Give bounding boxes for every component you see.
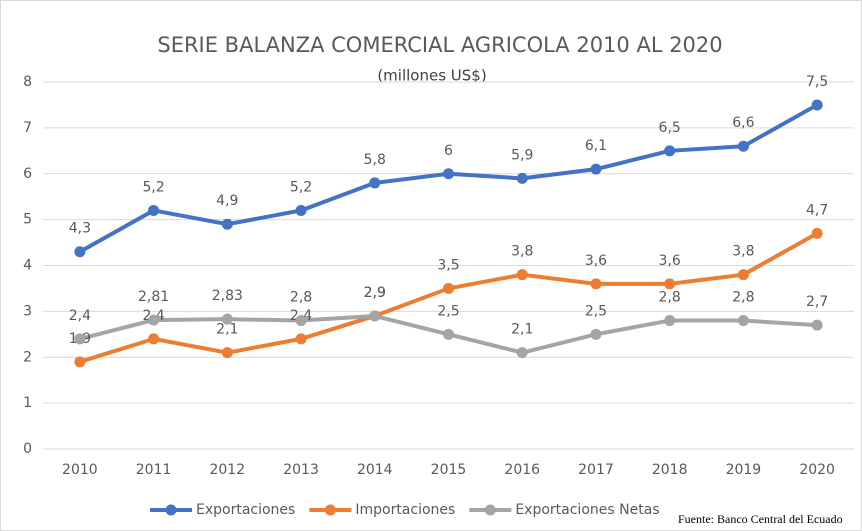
y-tick-label: 7	[23, 120, 32, 136]
data-label: 6,6	[732, 115, 754, 131]
data-label: 6,5	[659, 120, 681, 136]
data-label: 5,8	[364, 152, 386, 168]
data-point	[664, 315, 676, 327]
data-label: 2,8	[659, 290, 681, 306]
data-label: 4,3	[69, 221, 91, 237]
data-label: 5,2	[290, 179, 312, 195]
y-tick-label: 6	[23, 166, 32, 182]
legend-marker	[324, 504, 336, 516]
data-point	[148, 204, 160, 216]
data-point	[590, 278, 602, 290]
data-label: 3,6	[659, 253, 681, 269]
y-tick-label: 2	[23, 349, 32, 365]
data-point	[369, 177, 381, 189]
data-label: 7,5	[806, 74, 828, 90]
x-tick-label: 2016	[504, 462, 540, 478]
y-tick-label: 1	[23, 395, 32, 411]
chart-title: SERIE BALANZA COMERCIAL AGRICOLA 2010 AL…	[157, 33, 722, 57]
data-label: 5,9	[511, 147, 533, 163]
data-point	[221, 313, 233, 325]
source: Fuente: Banco Central del Ecuado	[678, 512, 843, 526]
data-point	[737, 315, 749, 327]
data-point	[295, 315, 307, 327]
data-label: 2,8	[732, 290, 754, 306]
data-point	[443, 282, 454, 294]
data-point	[221, 347, 233, 359]
data-label: 2,9	[364, 285, 386, 301]
y-tick-label: 5	[23, 212, 32, 228]
data-point	[590, 328, 602, 340]
data-label: 2,7	[806, 294, 828, 310]
data-point	[516, 347, 528, 359]
x-tick-label: 2020	[799, 462, 835, 478]
data-label: 6,1	[585, 138, 607, 154]
x-tick-label: 2017	[578, 462, 614, 478]
x-tick-label: 2015	[431, 462, 467, 478]
data-label: 3,6	[585, 253, 607, 269]
data-point	[295, 333, 307, 345]
legend-label: Exportaciones	[196, 502, 295, 518]
x-tick-label: 2013	[283, 462, 319, 478]
data-point	[516, 269, 528, 281]
x-tick-label: 2010	[62, 462, 98, 478]
data-point	[737, 140, 749, 152]
data-point	[369, 310, 381, 322]
legend-label: Exportaciones Netas	[515, 502, 659, 518]
y-tick-label: 4	[23, 258, 32, 274]
data-label: 3,5	[437, 257, 459, 273]
data-label: 5,2	[142, 179, 164, 195]
data-label: 2,81	[138, 289, 169, 305]
data-label: 4,9	[216, 193, 238, 209]
data-label: 2,83	[212, 288, 243, 304]
data-label: 2,4	[69, 308, 91, 324]
data-label: 4,7	[806, 202, 828, 218]
data-label: 2,8	[290, 290, 312, 306]
data-label: 2,1	[511, 322, 533, 338]
data-point	[74, 356, 86, 368]
y-tick-label: 0	[23, 441, 32, 457]
data-point	[664, 278, 676, 290]
data-point	[737, 269, 749, 281]
data-label: 2,9	[364, 285, 386, 301]
x-tick-label: 2012	[209, 462, 245, 478]
x-tick-label: 2019	[726, 462, 762, 478]
data-label: 2,5	[437, 303, 459, 319]
data-point	[516, 172, 528, 184]
data-point	[148, 314, 160, 326]
data-point	[221, 218, 233, 230]
legend-label: Importaciones	[355, 502, 455, 518]
x-tick-label: 2014	[357, 462, 393, 478]
data-point	[811, 99, 823, 111]
data-label: 2,5	[585, 303, 607, 319]
x-tick-label: 2011	[136, 462, 172, 478]
y-tick-label: 8	[23, 74, 32, 90]
data-label: 3,8	[732, 244, 754, 260]
data-point	[811, 319, 823, 331]
legend-marker	[165, 504, 177, 516]
data-label: 2,1	[216, 322, 238, 338]
data-point	[295, 204, 307, 216]
data-point	[148, 333, 160, 345]
chart-subtitle: (millones US$)	[377, 67, 486, 85]
data-point	[811, 227, 823, 239]
data-point	[590, 163, 602, 175]
legend-marker	[484, 504, 496, 516]
data-point	[664, 145, 676, 157]
x-tick-label: 2018	[652, 462, 688, 478]
data-point	[443, 328, 454, 340]
y-tick-label: 3	[23, 303, 32, 319]
data-point	[74, 333, 86, 345]
data-point	[443, 168, 454, 180]
data-label: 3,8	[511, 244, 533, 260]
data-point	[74, 246, 86, 258]
data-label: 6	[444, 143, 453, 159]
